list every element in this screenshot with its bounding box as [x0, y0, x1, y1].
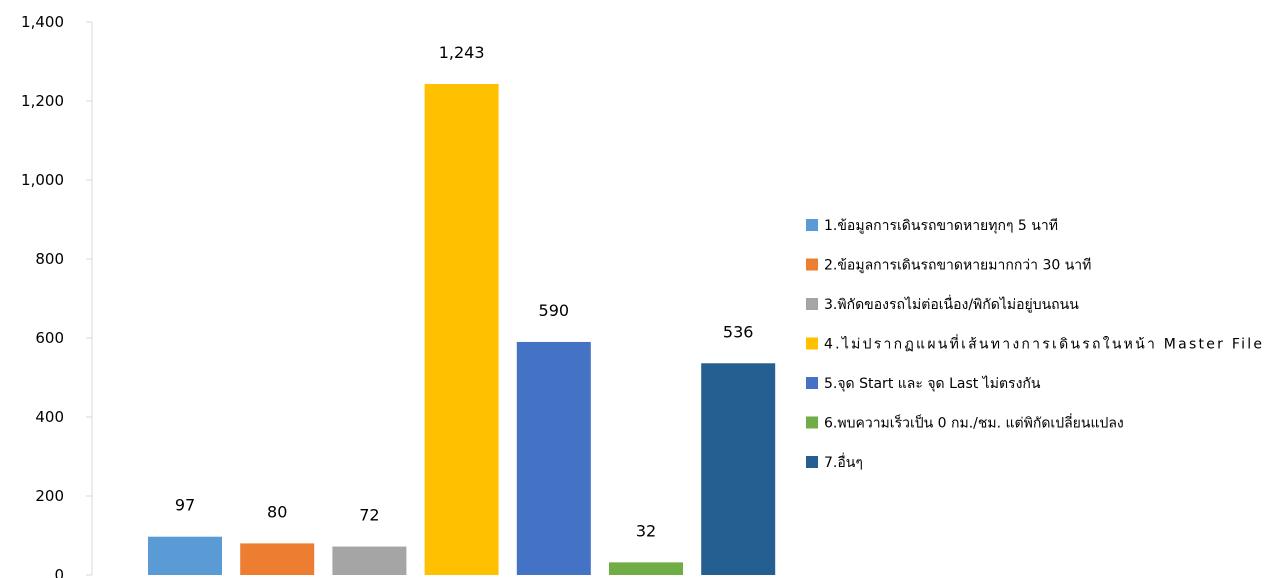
legend-swatch-5: [806, 377, 818, 389]
y-tick-label: 1,400: [21, 13, 64, 31]
legend-label-2: 2.ข้อมูลการเดินรถขาดหายมากกว่า 30 นาที: [824, 258, 1091, 274]
bar-5: [516, 341, 591, 575]
legend-label-5: 5.จุด Start และ จุด Last ไม่ตรงกัน: [824, 375, 1041, 392]
y-tick-label: 1,000: [21, 171, 64, 189]
legend-label-4: 4.ไม่ปรากฏแผนที่เส้นทางการเดินรถในหน้า M…: [824, 335, 1262, 353]
y-tick-label: 600: [35, 329, 64, 347]
legend-swatch-1: [806, 219, 818, 231]
data-label-5: 590: [539, 301, 570, 320]
legend-swatch-4: [806, 337, 818, 350]
bar-3: [332, 546, 407, 575]
legend-label-7: 7.อื่นๆ: [824, 453, 863, 471]
legend-swatch-6: [806, 416, 818, 429]
legend-swatch-2: [806, 258, 818, 271]
legend-label-6: 6.พบความเร็วเป็น 0 กม./ชม. แต่พิกัดเปลี่…: [824, 414, 1124, 432]
y-tick-label: 800: [35, 250, 64, 268]
y-tick-label: 1,200: [21, 92, 64, 110]
legend-swatch-3: [806, 298, 818, 310]
data-label-4: 1,243: [439, 43, 485, 62]
legend-label-1: 1.ข้อมูลการเดินรถขาดหายทุกๆ 5 นาที: [824, 218, 1058, 234]
y-tick-label: 400: [35, 408, 64, 426]
y-tick-label: 200: [35, 487, 64, 505]
y-tick-label: 0: [54, 566, 64, 578]
data-labels: 97 80 72 1,243 590 32 536: [175, 43, 754, 540]
data-label-1: 97: [175, 496, 195, 515]
data-label-7: 536: [723, 322, 754, 341]
bar-4: [424, 84, 499, 575]
data-label-6: 32: [636, 521, 656, 540]
data-label-3: 72: [359, 506, 379, 525]
bar-2: [240, 543, 315, 575]
y-axis-ticks: 0 200 400 600 800 1,000 1,200 1,400: [21, 13, 92, 578]
legend-swatch-7: [806, 456, 818, 468]
bar-1: [148, 536, 222, 575]
bar-7: [701, 363, 776, 575]
legend-label-3: 3.พิกัดของรถไม่ต่อเนื่อง/พิกัดไม่อยู่บนถ…: [824, 295, 1079, 313]
legend: 1.ข้อมูลการเดินรถขาดหายทุกๆ 5 นาที 2.ข้อม…: [806, 218, 1262, 471]
bar-6: [609, 562, 683, 575]
data-label-2: 80: [267, 502, 287, 521]
bars: [148, 84, 776, 575]
